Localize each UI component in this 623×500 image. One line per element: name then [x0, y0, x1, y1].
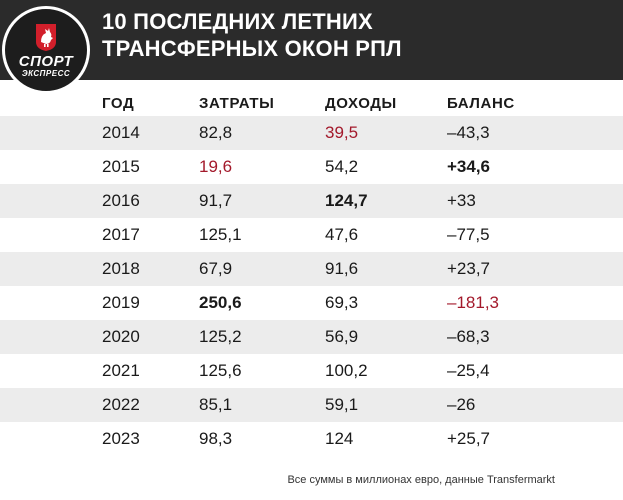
table-row: 2020 125,2 56,9 –68,3	[0, 320, 623, 354]
cell-income: 56,9	[325, 327, 359, 346]
logo-text-line2: ЭКСПРЕСС	[21, 69, 71, 78]
cell-year: 2015	[102, 157, 140, 176]
cell-year: 2021	[102, 361, 140, 380]
table-row: 2022 85,1 59,1 –26	[0, 388, 623, 422]
cell-spend: 98,3	[199, 429, 233, 448]
table-header: ГОД ЗАТРАТЫ ДОХОДЫ БАЛАНС	[0, 92, 623, 116]
cell-spend: 67,9	[199, 259, 233, 278]
header-income: ДОХОДЫ	[325, 95, 397, 112]
cell-balance: –68,3	[447, 327, 490, 346]
cell-spend: 19,6	[199, 157, 233, 176]
header-year: ГОД	[102, 95, 135, 112]
cell-year: 2017	[102, 225, 140, 244]
cell-year: 2019	[102, 293, 140, 312]
cell-year: 2022	[102, 395, 140, 414]
title-line-1: 10 ПОСЛЕДНИХ ЛЕТНИХ	[102, 9, 373, 34]
cell-income: 39,5	[325, 123, 359, 142]
table-row: 2014 82,8 39,5 –43,3	[0, 116, 623, 150]
cell-spend: 125,6	[199, 361, 242, 380]
logo-text-line1: СПОРТ	[18, 53, 74, 70]
cell-balance: –77,5	[447, 225, 490, 244]
table-row: 2021 125,6 100,2 –25,4	[0, 354, 623, 388]
cell-balance: +33	[447, 191, 476, 210]
table-row: 2023 98,3 124 +25,7	[0, 422, 623, 456]
cell-balance: +25,7	[447, 429, 491, 448]
cell-income: 124	[325, 429, 354, 448]
cell-spend: 82,8	[199, 123, 233, 142]
cell-spend: 125,1	[199, 225, 242, 244]
cell-income: 54,2	[325, 157, 359, 176]
header: СПОРТ ЭКСПРЕСС 10 ПОСЛЕДНИХ ЛЕТНИХ ТРАНС…	[0, 0, 623, 94]
cell-spend: 125,2	[199, 327, 242, 346]
cell-year: 2023	[102, 429, 140, 448]
header-spend: ЗАТРАТЫ	[199, 95, 275, 112]
cell-balance: –25,4	[447, 361, 490, 380]
header-balance: БАЛАНС	[447, 95, 515, 112]
cell-income: 100,2	[325, 361, 368, 380]
title-line-2: ТРАНСФЕРНЫХ ОКОН РПЛ	[102, 36, 402, 61]
transfer-table: ГОД ЗАТРАТЫ ДОХОДЫ БАЛАНС 2014 82,8 39,5…	[0, 92, 623, 456]
sport-express-logo: СПОРТ ЭКСПРЕСС	[2, 6, 90, 94]
table-row: 2015 19,6 54,2 +34,6	[0, 150, 623, 184]
cell-balance: –26	[447, 395, 476, 414]
cell-year: 2014	[102, 123, 140, 142]
cell-income: 124,7	[325, 191, 368, 210]
cell-balance: +23,7	[447, 259, 491, 278]
cell-income: 91,6	[325, 259, 359, 278]
page-title: 10 ПОСЛЕДНИХ ЛЕТНИХ ТРАНСФЕРНЫХ ОКОН РПЛ	[102, 8, 402, 62]
table-row: 2016 91,7 124,7 +33	[0, 184, 623, 218]
cell-year: 2020	[102, 327, 140, 346]
source-footnote: Все суммы в миллионах евро, данные Trans…	[287, 474, 555, 486]
cell-spend: 85,1	[199, 395, 233, 414]
table-row: 2017 125,1 47,6 –77,5	[0, 218, 623, 252]
table-row: 2019 250,6 69,3 –181,3	[0, 286, 623, 320]
cell-income: 47,6	[325, 225, 359, 244]
cell-spend: 91,7	[199, 191, 233, 210]
cell-income: 59,1	[325, 395, 359, 414]
cell-balance: +34,6	[447, 157, 491, 176]
cell-spend: 250,6	[199, 293, 242, 312]
header-band	[0, 0, 623, 80]
table-row: 2018 67,9 91,6 +23,7	[0, 252, 623, 286]
cell-income: 69,3	[325, 293, 359, 312]
rooster-icon	[36, 24, 56, 51]
cell-year: 2016	[102, 191, 140, 210]
cell-year: 2018	[102, 259, 140, 278]
cell-balance: –43,3	[447, 123, 490, 142]
cell-balance: –181,3	[447, 293, 499, 312]
